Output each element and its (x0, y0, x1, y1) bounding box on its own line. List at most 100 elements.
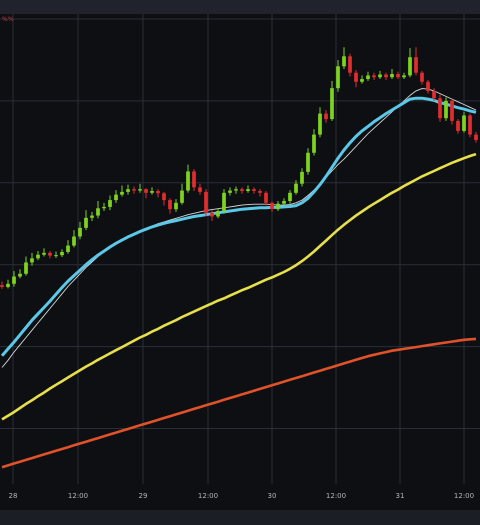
chart-area[interactable] (0, 14, 480, 484)
candle-body (180, 190, 184, 203)
candle-body (330, 88, 334, 120)
candle-body (120, 191, 124, 195)
candle-body (228, 190, 232, 193)
candle-body (174, 202, 178, 210)
candle-body (210, 212, 214, 217)
candle-body (462, 115, 466, 131)
candle-body (324, 113, 328, 120)
candle-body (66, 245, 70, 252)
candle-body (306, 152, 310, 172)
candle-body (348, 56, 352, 73)
candle-body (288, 192, 292, 201)
candle-body (282, 201, 286, 204)
candle-body (168, 200, 172, 210)
candle-body (234, 189, 238, 191)
candle-body (438, 98, 442, 119)
candle-body (192, 171, 196, 188)
ma-slow-line (1, 337, 477, 469)
candle-body (204, 191, 208, 213)
candle-body (240, 189, 244, 191)
candle-body (420, 72, 424, 82)
candle-body (132, 189, 136, 191)
candle-body (198, 187, 202, 192)
candle-body (90, 215, 94, 218)
candle-body (48, 252, 52, 256)
candle-body (12, 276, 16, 284)
candle-body (444, 100, 448, 119)
candle-body (18, 273, 22, 277)
time-axis-tick-label: 28 (9, 492, 18, 500)
candle-body (114, 194, 118, 201)
candle-body (258, 190, 262, 193)
time-axis-labels: 28 12:00 29 12:00 30 12:00 31 12:00 (9, 492, 475, 500)
candle-body (24, 262, 28, 274)
candle-body (378, 74, 382, 78)
grid (0, 14, 480, 484)
candle-body (408, 57, 412, 76)
candle-body (354, 72, 358, 82)
candle-body (186, 171, 190, 191)
candle-body (126, 189, 130, 192)
candle-body (150, 190, 154, 193)
candle-body (0, 285, 4, 287)
candles (0, 47, 478, 289)
candle-body (414, 57, 418, 73)
time-axis-tick-label: 12:00 (68, 492, 88, 500)
candle-body (138, 189, 142, 191)
candle-body (396, 74, 400, 78)
candle-body (456, 120, 460, 131)
time-axis-tick-label: 31 (396, 492, 405, 500)
candle-body (144, 189, 148, 193)
candle-body (360, 79, 364, 82)
time-axis-tick-label: 29 (139, 492, 148, 500)
candle-body (426, 81, 430, 91)
time-axis-tick-label: 12:00 (198, 492, 218, 500)
time-axis-tick-label: 30 (268, 492, 277, 500)
candle-body (156, 190, 160, 194)
top-toolbar (0, 0, 480, 14)
time-axis-tick-label: 12:00 (454, 492, 474, 500)
candle-body (222, 192, 226, 212)
candle-body (108, 200, 112, 207)
candle-body (366, 75, 370, 80)
candle-body (390, 74, 394, 78)
candle-body (96, 208, 100, 216)
candle-body (450, 100, 454, 121)
candle-body (6, 283, 10, 287)
candle-body (54, 255, 58, 257)
candle-body (402, 75, 406, 78)
candle-body (102, 206, 106, 209)
bottom-toolbar (0, 510, 480, 525)
candle-body (300, 171, 304, 184)
candle-body (468, 115, 472, 135)
candle-body (294, 183, 298, 193)
candle-body (252, 189, 256, 191)
candle-body (276, 203, 280, 210)
candle-body (264, 192, 268, 203)
moving-average-lines (0, 88, 477, 469)
ma-mid-line (1, 152, 477, 421)
candle-body (42, 252, 46, 255)
candle-body (384, 74, 388, 78)
candle-body (84, 217, 88, 228)
time-axis[interactable]: 28 12:00 29 12:00 30 12:00 31 12:00 (0, 484, 480, 510)
candle-body (30, 258, 34, 263)
ma-thin-line (1, 88, 477, 368)
candle-body (474, 134, 478, 141)
candle-body (60, 251, 64, 256)
candle-body (72, 236, 76, 246)
candle-body (270, 202, 274, 210)
candle-body (372, 75, 376, 78)
candle-body (336, 66, 340, 89)
candle-body (36, 254, 40, 259)
candle-body (312, 134, 316, 153)
candle-body (246, 189, 250, 191)
price-chart[interactable] (0, 14, 480, 484)
candle-body (432, 90, 436, 99)
candle-body (342, 56, 346, 67)
candle-body (78, 227, 82, 237)
candle-body (318, 113, 322, 135)
price-marker-label: %% (2, 16, 15, 23)
time-axis-tick-label: 12:00 (326, 492, 346, 500)
